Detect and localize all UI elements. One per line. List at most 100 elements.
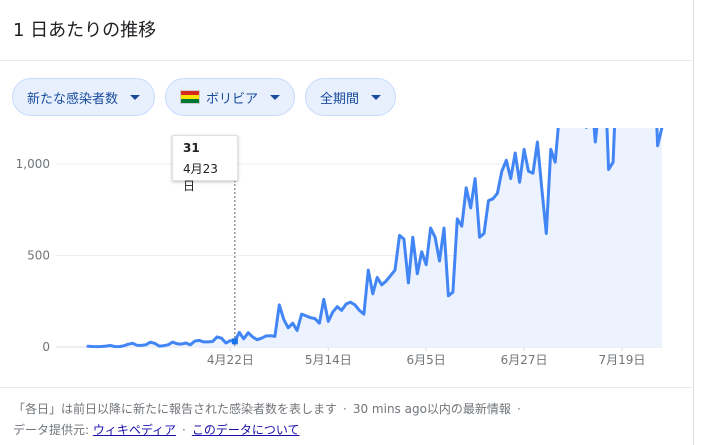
data-point (371, 292, 374, 295)
data-point (416, 272, 419, 275)
data-point (131, 342, 134, 345)
data-point (291, 322, 294, 325)
filter-bar: 新たな感染者数 ボリビア 全期間 (12, 78, 397, 116)
data-point (398, 234, 401, 237)
data-point (518, 181, 521, 184)
highlighted-point (231, 338, 238, 345)
caret-down-icon (270, 94, 281, 100)
data-point (278, 303, 281, 306)
data-point (438, 260, 441, 263)
data-point (300, 313, 303, 316)
data-point (127, 343, 130, 346)
x-tick-label: 6月5日 (407, 353, 446, 367)
data-point (532, 172, 535, 175)
data-point (140, 344, 143, 347)
data-point (193, 340, 196, 343)
x-tick-label: 5月14日 (305, 353, 352, 367)
data-point (540, 188, 543, 191)
data-point (265, 335, 268, 338)
series-line (86, 128, 664, 349)
tooltip-value: 31 (183, 141, 200, 155)
data-point (456, 217, 459, 220)
data-point (345, 303, 348, 306)
data-point (447, 294, 450, 297)
data-point (251, 335, 254, 338)
data-point (451, 291, 454, 294)
data-point (305, 314, 308, 317)
data-point (336, 305, 339, 308)
y-tick-label: 0 (42, 340, 50, 354)
data-point (95, 345, 98, 348)
data-point (545, 232, 548, 235)
data-point (224, 342, 227, 345)
data-point (434, 236, 437, 239)
data-point (380, 283, 383, 286)
data-point (309, 316, 312, 319)
data-point (549, 148, 552, 151)
data-point (465, 186, 468, 189)
data-point (362, 313, 365, 316)
caret-down-icon (130, 94, 141, 100)
data-point (171, 341, 174, 344)
period-dropdown[interactable]: 全期間 (305, 78, 397, 116)
x-tick-label: 7月19日 (599, 353, 646, 367)
footer: 「各日」は前日以降に新たに報告された感染者数を表します · 30 mins ago以… (13, 399, 527, 441)
data-point (269, 334, 272, 337)
data-point (180, 343, 183, 346)
data-point (327, 320, 330, 323)
data-point (229, 339, 232, 342)
data-point (394, 269, 397, 272)
data-point (91, 345, 94, 348)
data-point (167, 343, 170, 346)
data-point (527, 170, 530, 173)
data-point (211, 340, 214, 343)
wikipedia-link[interactable]: ウィキペディア (92, 423, 177, 437)
data-point (656, 144, 659, 147)
data-point (429, 227, 432, 230)
data-point (260, 337, 263, 340)
data-point (113, 345, 116, 348)
data-point (144, 343, 147, 346)
separator-dot: · (516, 402, 521, 416)
data-point (500, 170, 503, 173)
data-point (287, 326, 290, 329)
daily-cases-chart[interactable]: 05001,0001,5002,0004月22日5月14日6月5日6月27日7月… (0, 128, 694, 378)
data-point (104, 345, 107, 348)
data-point (296, 329, 299, 332)
data-point (109, 344, 112, 347)
separator-dot: · (182, 423, 186, 437)
data-point (443, 227, 446, 230)
country-dropdown[interactable]: ボリビア (165, 78, 296, 116)
data-point (256, 338, 259, 341)
data-point (376, 276, 379, 279)
data-point (216, 335, 219, 338)
data-point (322, 298, 325, 301)
data-point (514, 152, 517, 155)
about-data-link[interactable]: このデータについて (191, 423, 300, 437)
data-point (367, 269, 370, 272)
data-point (247, 331, 250, 334)
data-point (505, 159, 508, 162)
data-point (496, 192, 499, 195)
footer-source-label: データ提供元: (13, 423, 90, 437)
data-point (402, 238, 405, 241)
data-point (220, 337, 223, 340)
data-point (242, 337, 245, 340)
metric-dropdown[interactable]: 新たな感染者数 (12, 78, 156, 116)
data-point (135, 344, 138, 347)
data-point (407, 281, 410, 284)
data-point (523, 148, 526, 151)
data-point (469, 206, 472, 209)
data-point (358, 309, 361, 312)
data-point (153, 342, 156, 345)
x-tick-label: 6月27日 (501, 353, 548, 367)
x-tick-label: 4月22日 (207, 353, 254, 367)
data-point (238, 331, 241, 334)
data-point (607, 168, 610, 171)
data-point (425, 263, 428, 266)
page-title: 1 日あたりの推移 (13, 20, 157, 41)
data-point (474, 177, 477, 180)
metric-dropdown-label: 新たな感染者数 (27, 91, 119, 107)
data-point (273, 335, 276, 338)
data-point (158, 345, 161, 348)
